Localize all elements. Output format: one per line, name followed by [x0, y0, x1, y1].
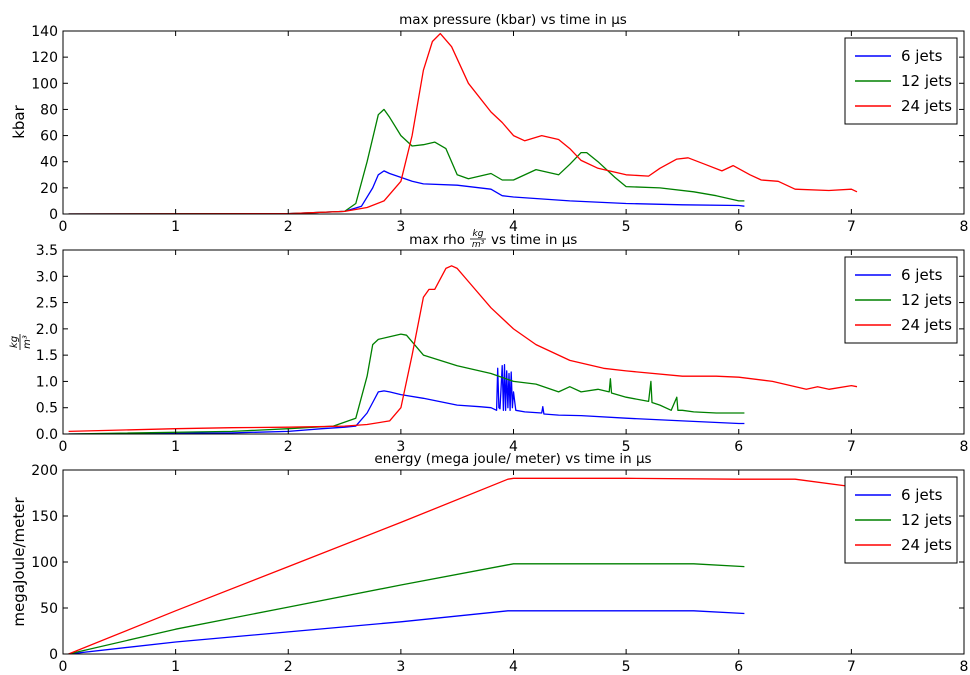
pressure-plot-background	[63, 31, 964, 214]
pressure-x-tick-label: 0	[59, 219, 68, 235]
energy-y-tick-label: 100	[31, 555, 58, 571]
pressure-y-tick-label: 100	[31, 76, 58, 92]
energy-series-1	[68, 610, 745, 654]
density-series-3	[68, 265, 858, 433]
density-x-tick-label: 6	[734, 439, 743, 455]
density-y-tick-label: 3.5	[36, 243, 58, 259]
pressure-legend: 6 jets 12 jets 24 jets	[844, 37, 958, 125]
energy-series-3	[68, 477, 897, 654]
pressure-legend-label: 12 jets	[901, 72, 952, 90]
energy-x-tick-label: 0	[59, 659, 68, 675]
energy-x-tick-label: 8	[960, 659, 969, 675]
density-y-tick-label: 0.0	[36, 427, 58, 443]
density-y-tick-label: 1.5	[36, 348, 58, 364]
energy-x-tick-label: 2	[284, 659, 293, 675]
density-y-tick-label: 3.0	[36, 269, 58, 285]
energy-x-tick-label: 1	[171, 659, 180, 675]
density-x-tick-label: 5	[622, 439, 631, 455]
density-legend-label: 6 jets	[901, 266, 943, 284]
energy-x-tick-label: 4	[509, 659, 518, 675]
energy-y-tick-label: 150	[31, 509, 58, 525]
energy-y-tick-label: 200	[31, 463, 58, 479]
density-y-tick-label: 2.5	[36, 296, 58, 312]
pressure-x-tick-label: 6	[734, 219, 743, 235]
density-series-1	[68, 363, 745, 434]
pressure-x-tick-label: 4	[509, 219, 518, 235]
density-x-tick-label: 3	[396, 439, 405, 455]
pressure-y-tick-label: 20	[40, 181, 58, 197]
energy-plot-background	[63, 470, 964, 654]
energy-series-group	[68, 477, 897, 654]
density-x-tick-label: 4	[509, 439, 518, 455]
energy-legend-box	[844, 476, 958, 564]
density-title: max rho kg m³ vs time in μs	[409, 229, 577, 250]
energy-plot-frame	[62, 469, 965, 655]
density-title-suffix: vs time in μs	[491, 232, 577, 248]
density-y-label-den: m³	[22, 335, 33, 349]
density-legend: 6 jets 12 jets 24 jets	[844, 256, 958, 344]
pressure-y-tick-label: 40	[40, 155, 58, 171]
density-x-tick-label: 1	[171, 439, 180, 455]
density-series-2	[68, 333, 745, 434]
density-panel: max rho kg m³ vs time in μs kg m³ 0 1 2 3 4 5…	[9, 229, 968, 455]
density-x-tick-label: 2	[284, 439, 293, 455]
density-y-tick-label: 0.5	[36, 401, 58, 417]
pressure-title: max pressure (kbar) vs time in μs	[399, 12, 627, 28]
density-title-frac-den: m³	[472, 240, 485, 250]
pressure-x-tick-label: 8	[960, 219, 969, 235]
pressure-panel: max pressure (kbar) vs time in μs kbar 0…	[10, 12, 968, 235]
density-plot-frame	[62, 249, 965, 435]
energy-title: energy (mega joule/ meter) vs time in μs	[374, 451, 651, 467]
density-y-label-num: kg	[9, 336, 20, 348]
pressure-series-group	[68, 32, 858, 214]
density-plot-background	[63, 250, 964, 434]
energy-ticks: 0 1 2 3 4 5 6 7 8 0 50 100 150 200	[31, 463, 968, 675]
density-series-group	[68, 265, 858, 434]
density-legend-label: 12 jets	[901, 291, 952, 309]
energy-x-tick-label: 3	[396, 659, 405, 675]
energy-legend-label: 12 jets	[901, 511, 952, 529]
pressure-x-tick-label: 2	[284, 219, 293, 235]
density-title-frac-num: kg	[473, 229, 484, 239]
pressure-x-tick-label: 5	[622, 219, 631, 235]
energy-panel: energy (mega joule/ meter) vs time in μs…	[10, 451, 968, 675]
energy-y-tick-label: 50	[40, 601, 58, 617]
pressure-x-tick-label: 7	[847, 219, 856, 235]
pressure-x-tick-label: 3	[396, 219, 405, 235]
density-x-tick-label: 8	[960, 439, 969, 455]
density-y-label: kg m³	[9, 334, 33, 350]
pressure-legend-label: 6 jets	[901, 47, 943, 65]
energy-legend: 6 jets 12 jets 24 jets	[844, 476, 958, 564]
pressure-y-tick-label: 140	[31, 24, 58, 40]
energy-x-tick-label: 6	[734, 659, 743, 675]
pressure-y-tick-label: 60	[40, 129, 58, 145]
pressure-legend-label: 24 jets	[901, 97, 952, 115]
pressure-series-3	[68, 32, 858, 214]
density-x-tick-label: 7	[847, 439, 856, 455]
density-ticks: 0 1 2 3 4 5 6 7 8 0.0 0.5 1.0 1.5 2.0 2.5 3.0 3.5	[36, 243, 969, 455]
energy-y-tick-label: 0	[49, 647, 58, 663]
energy-series-2	[68, 563, 745, 654]
pressure-y-tick-label: 80	[40, 102, 58, 118]
density-y-tick-label: 1.0	[36, 374, 58, 390]
pressure-plot-frame	[62, 30, 965, 215]
pressure-y-label: kbar	[10, 104, 28, 138]
energy-x-tick-label: 7	[847, 659, 856, 675]
pressure-series-2	[68, 108, 745, 214]
pressure-y-tick-label: 120	[31, 50, 58, 66]
pressure-y-tick-label: 0	[49, 207, 58, 223]
density-legend-label: 24 jets	[901, 316, 952, 334]
density-y-tick-label: 2.0	[36, 322, 58, 338]
energy-legend-label: 24 jets	[901, 536, 952, 554]
pressure-series-1	[68, 170, 745, 214]
energy-x-tick-label: 5	[622, 659, 631, 675]
energy-y-label: megaJoule/meter	[10, 497, 28, 627]
density-title-prefix: max rho	[409, 232, 465, 248]
pressure-x-tick-label: 1	[171, 219, 180, 235]
density-x-tick-label: 0	[59, 439, 68, 455]
energy-legend-label: 6 jets	[901, 486, 943, 504]
